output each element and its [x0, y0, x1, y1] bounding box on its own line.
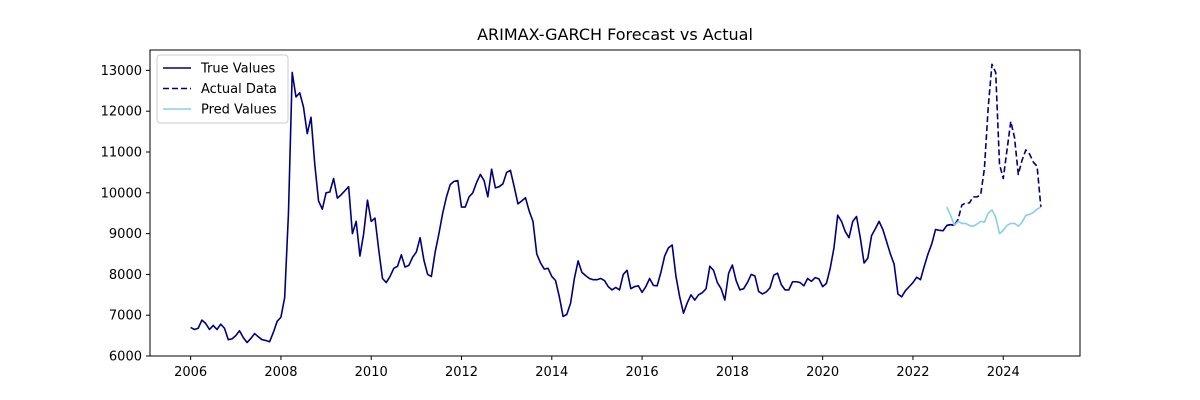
plot-frame	[149, 49, 1081, 357]
x-tick-label: 2012	[445, 365, 478, 380]
series-line-pred-values	[946, 206, 1042, 235]
y-tick-label: 12000	[101, 105, 142, 120]
x-tick-label: 2020	[806, 365, 839, 380]
series-line-true-values	[190, 71, 955, 344]
legend-label-actual-data: Actual Data	[201, 82, 277, 97]
chart-title: ARIMAX-GARCH Forecast vs Actual	[477, 25, 753, 44]
series-line-actual-data	[946, 63, 1042, 227]
y-tick-label: 9000	[109, 227, 142, 242]
y-tick-label: 11000	[101, 146, 142, 161]
x-tick-label: 2024	[987, 365, 1020, 380]
x-tick-label: 2008	[264, 365, 297, 380]
x-tick-label: 2010	[355, 365, 388, 380]
x-tick-label: 2006	[174, 365, 207, 380]
y-axis: 6000 7000 8000 9000 10000 11000 12000 13000	[101, 64, 150, 365]
series-layer	[190, 63, 1042, 344]
legend-box	[156, 54, 289, 124]
y-tick-label: 6000	[109, 350, 142, 365]
legend-label-true-values: True Values	[200, 62, 275, 77]
x-tick-label: 2016	[626, 365, 659, 380]
y-tick-label: 10000	[101, 186, 142, 201]
x-tick-label: 2018	[716, 365, 749, 380]
x-tick-label: 2014	[535, 365, 568, 380]
legend: True Values Actual Data Pred Values	[156, 54, 289, 124]
y-tick-label: 13000	[101, 64, 142, 79]
x-axis: 2006 2008 2010 2012 2014 2016 2018 2020 2022 2024	[174, 356, 1020, 380]
x-tick-label: 2022	[896, 365, 929, 380]
y-tick-label: 8000	[109, 268, 142, 283]
legend-label-pred-values: Pred Values	[201, 103, 277, 118]
y-tick-label: 7000	[109, 309, 142, 324]
